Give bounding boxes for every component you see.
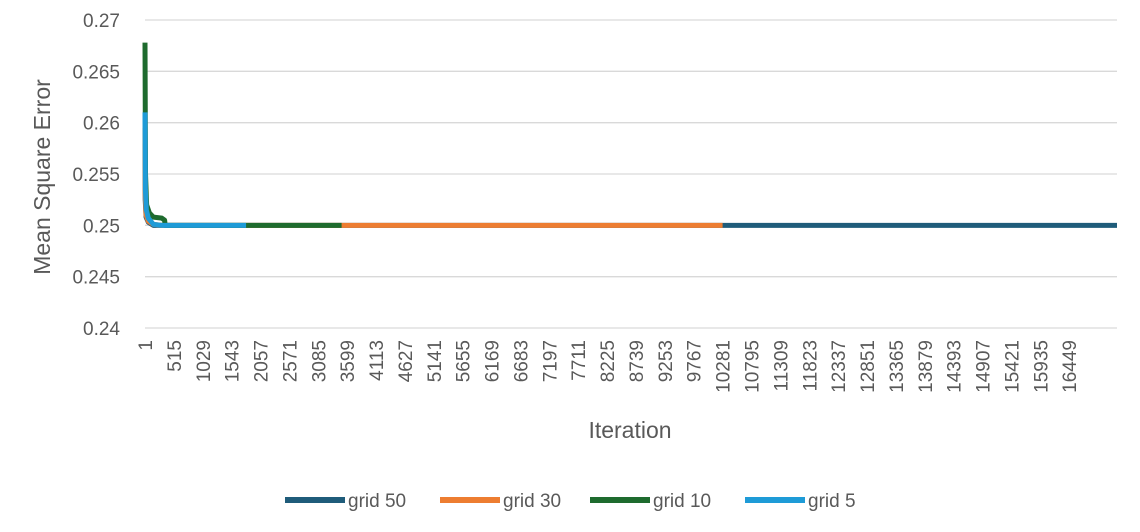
y-tick-label: 0.27: [83, 11, 120, 32]
x-tick-label: 2571: [280, 340, 301, 382]
x-tick-label: 16449: [1060, 340, 1081, 393]
legend: grid 50 grid 30 grid 10 grid 5: [285, 491, 856, 512]
x-tick-label: 11309: [771, 340, 792, 391]
x-tick-label: 9767: [685, 340, 706, 382]
legend-label: grid 5: [808, 491, 856, 512]
y-tick-label: 0.255: [72, 165, 120, 186]
x-tick-label: 2057: [252, 340, 273, 382]
x-tick-label: 8225: [598, 340, 619, 382]
x-tick-label: 7197: [540, 340, 561, 382]
y-tick-label: 0.26: [83, 114, 120, 135]
x-tick-label: 10281: [714, 340, 735, 393]
legend-label: grid 50: [348, 491, 406, 512]
x-tick-label: 5141: [425, 340, 446, 382]
series-layer: [142, 42, 1117, 228]
y-axis-ticks: 0.24 0.245 0.25 0.255 0.26 0.265 0.27: [72, 11, 120, 340]
series-line-grid-50: [142, 143, 1117, 228]
x-tick-label: 13365: [887, 340, 908, 393]
legend-label: grid 10: [653, 491, 711, 512]
x-tick-label: 8739: [627, 340, 648, 382]
x-tick-label: 1: [136, 340, 157, 351]
x-tick-label: 515: [165, 340, 186, 372]
x-tick-label: 1029: [194, 340, 215, 382]
x-tick-label: 3085: [309, 340, 330, 382]
x-tick-label: 11823: [800, 340, 821, 391]
x-tick-label: 10795: [742, 340, 763, 393]
x-tick-label: 14907: [974, 340, 995, 393]
x-tick-label: 12851: [858, 340, 879, 393]
legend-label: grid 30: [503, 491, 561, 512]
x-tick-label: 9253: [656, 340, 677, 382]
x-axis-ticks: 1 515 1029 1543 2057 2571 3085 3599 4113 4627 5141…: [136, 340, 1081, 393]
x-tick-label: 6683: [511, 340, 532, 382]
x-tick-label: 1543: [223, 340, 244, 382]
y-axis-title: Mean Square Error: [29, 79, 55, 275]
y-tick-label: 0.24: [83, 319, 120, 340]
y-tick-label: 0.245: [72, 268, 120, 289]
series-line-grid-30: [142, 127, 723, 228]
x-tick-label: 14393: [945, 340, 966, 393]
x-tick-label: 4113: [367, 340, 388, 381]
x-tick-label: 3599: [338, 340, 359, 382]
gridlines: [145, 19, 1117, 329]
x-tick-label: 5655: [454, 340, 475, 382]
x-tick-label: 13879: [916, 340, 937, 393]
x-tick-label: 15935: [1031, 340, 1052, 393]
x-tick-label: 15421: [1002, 340, 1023, 393]
series-line-grid-10: [142, 42, 342, 228]
series-line-grid-5: [142, 112, 247, 228]
x-tick-label: 12337: [829, 340, 850, 393]
y-tick-label: 0.265: [72, 62, 120, 83]
x-tick-label: 7711: [569, 340, 590, 381]
x-tick-label: 6169: [483, 340, 504, 382]
x-axis-title: Iteration: [588, 417, 671, 443]
y-tick-label: 0.25: [83, 216, 120, 237]
x-tick-label: 4627: [396, 340, 417, 382]
